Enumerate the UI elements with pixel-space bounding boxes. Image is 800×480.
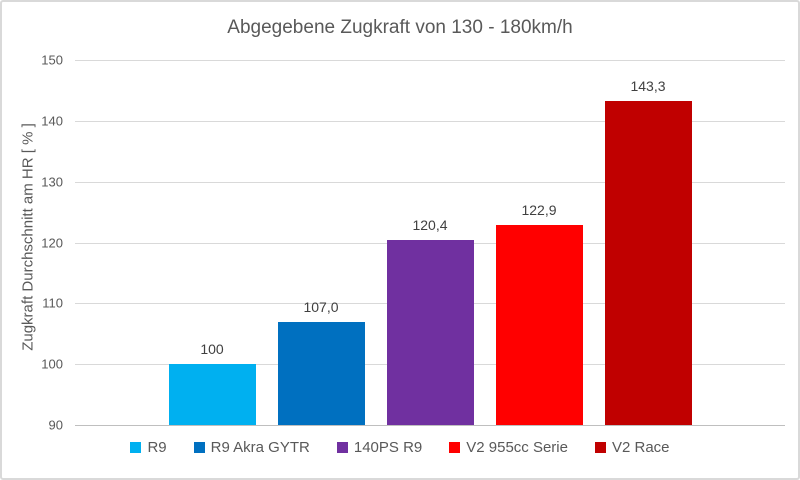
legend-label: V2 955cc Serie bbox=[466, 439, 568, 456]
y-tick-label: 110 bbox=[42, 295, 63, 311]
chart-legend: R9 R9 Akra GYTR 140PS R9 V2 955cc Serie V2 R… bbox=[2, 439, 798, 456]
legend-swatch-icon bbox=[130, 442, 142, 453]
bar-value-label: 107,0 bbox=[303, 298, 339, 315]
bar-value-label: 100 bbox=[200, 341, 224, 358]
legend-swatch-icon bbox=[336, 442, 348, 453]
legend-item-r9-akra-gytr: R9 Akra GYTR bbox=[193, 439, 310, 456]
plot-area: 90 100 110 120 130 140 150 100 107,0 120,4 122,9 14… bbox=[41, 53, 785, 433]
x-axis-line bbox=[75, 425, 785, 426]
y-gridline bbox=[75, 60, 785, 61]
legend-label: V2 Race bbox=[611, 439, 670, 456]
y-gridline bbox=[75, 120, 785, 122]
legend-label: 140PS R9 bbox=[353, 439, 423, 456]
bar-value-label: 122,9 bbox=[521, 201, 557, 218]
legend-swatch-icon bbox=[594, 442, 606, 453]
legend-item-140ps-r9: 140PS R9 bbox=[336, 439, 423, 456]
y-tick-label: 130 bbox=[41, 174, 63, 190]
bar-v2-955cc-serie bbox=[495, 224, 583, 425]
legend-item-r9: R9 bbox=[130, 439, 167, 456]
bar-r9-akra-gytr bbox=[277, 321, 365, 425]
bar-r9 bbox=[168, 364, 256, 425]
legend-swatch-icon bbox=[449, 442, 461, 453]
bar-140ps-r9 bbox=[386, 240, 474, 425]
bar-value-label: 143,3 bbox=[630, 77, 666, 94]
legend-label: R9 Akra GYTR bbox=[210, 439, 310, 456]
legend-swatch-icon bbox=[193, 442, 205, 453]
chart-title: Abgegebene Zugkraft von 130 - 180km/h bbox=[227, 17, 573, 38]
y-tick-label: 120 bbox=[41, 235, 63, 250]
bar-value-label: 120,4 bbox=[412, 217, 448, 234]
y-axis-title: Zugkraft Durchschnitt am HR [ % ] bbox=[19, 123, 37, 351]
legend-item-v2-race: V2 Race bbox=[594, 439, 670, 456]
y-tick-label: 100 bbox=[41, 356, 63, 372]
legend-label: R9 bbox=[147, 439, 167, 456]
y-tick-label: 150 bbox=[41, 52, 63, 68]
bar-v2-race bbox=[604, 100, 692, 425]
y-tick-label: 90 bbox=[48, 417, 63, 433]
legend-item-v2-955cc-serie: V2 955cc Serie bbox=[449, 439, 568, 456]
y-gridline bbox=[75, 181, 785, 183]
y-tick-label: 140 bbox=[41, 113, 63, 129]
